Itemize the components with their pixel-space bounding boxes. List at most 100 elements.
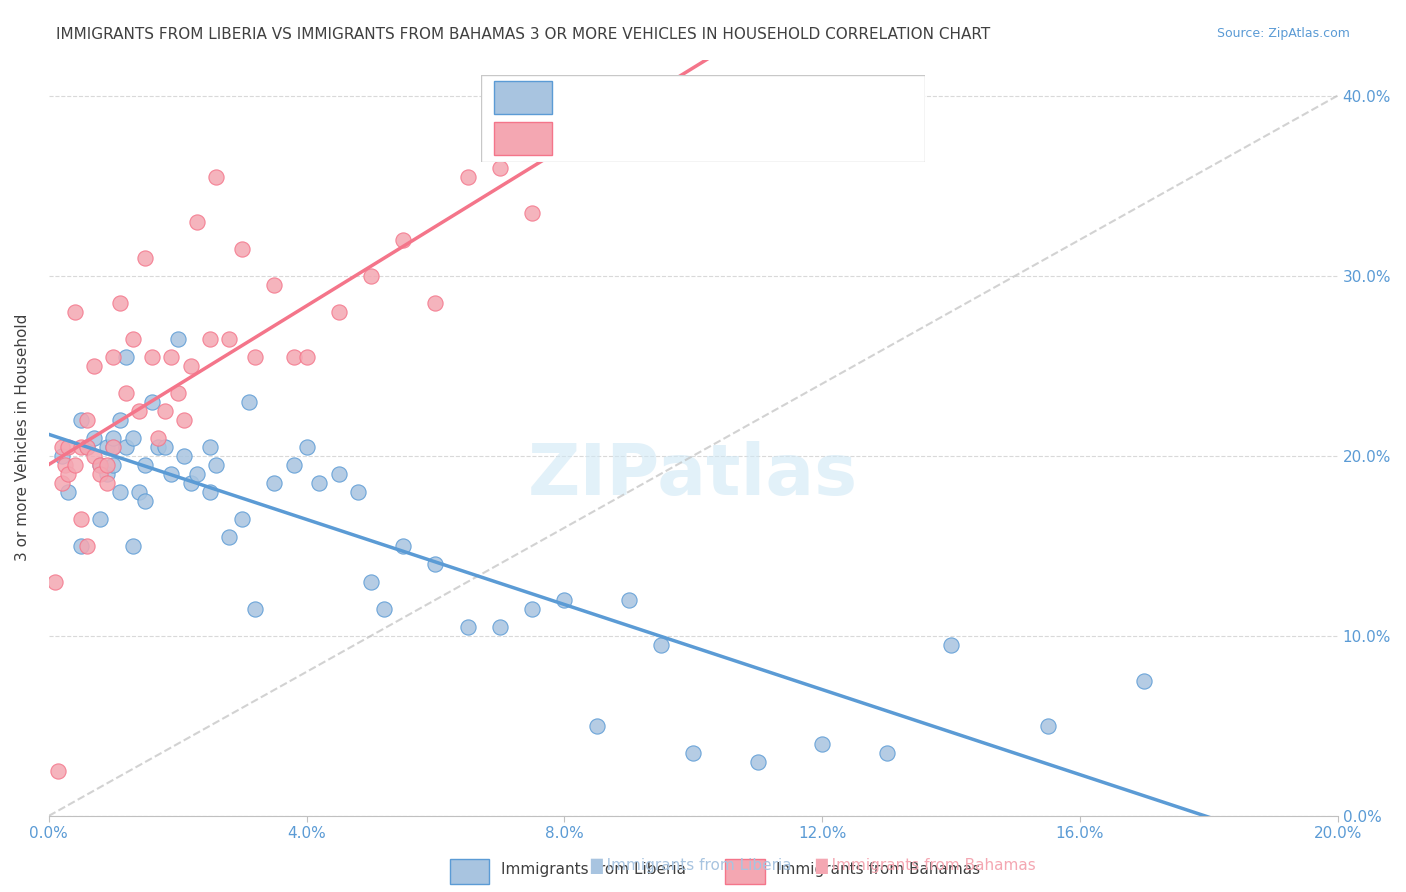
Point — [76, 440, 98, 454]
Point — [347, 484, 370, 499]
Point — [53, 458, 76, 472]
Point — [1036, 719, 1059, 733]
Text: IMMIGRANTS FROM LIBERIA VS IMMIGRANTS FROM BAHAMAS 3 OR MORE VEHICLES IN HOUSEHO: IMMIGRANTS FROM LIBERIA VS IMMIGRANTS FR… — [56, 27, 990, 42]
Point — [121, 431, 143, 445]
Point — [96, 467, 118, 481]
Point — [617, 115, 640, 129]
Point — [89, 458, 111, 472]
Point — [134, 458, 156, 472]
Point — [425, 295, 447, 310]
Point — [263, 475, 285, 490]
Point — [243, 350, 266, 364]
Point — [128, 403, 150, 417]
Text: ZIPatlas: ZIPatlas — [529, 441, 858, 510]
Point — [63, 458, 86, 472]
Point — [70, 512, 93, 526]
Point — [134, 493, 156, 508]
Point — [103, 440, 125, 454]
Point — [489, 620, 512, 634]
Point — [89, 512, 111, 526]
Point — [121, 539, 143, 553]
Point — [218, 332, 240, 346]
Point — [44, 574, 66, 589]
Point — [283, 350, 305, 364]
Point — [51, 440, 73, 454]
Point — [553, 592, 575, 607]
Point — [83, 431, 105, 445]
Point — [48, 764, 70, 778]
Text: Source: ZipAtlas.com: Source: ZipAtlas.com — [1216, 27, 1350, 40]
Point — [148, 431, 170, 445]
Point — [173, 413, 195, 427]
Point — [328, 467, 350, 481]
Point — [650, 638, 672, 652]
Point — [360, 574, 382, 589]
Point — [373, 602, 395, 616]
Point — [166, 332, 188, 346]
Point — [76, 440, 98, 454]
Point — [283, 458, 305, 472]
Point — [617, 592, 640, 607]
Point — [148, 440, 170, 454]
Point — [115, 350, 138, 364]
Point — [96, 458, 118, 472]
Point — [128, 484, 150, 499]
Point — [70, 440, 93, 454]
Point — [231, 512, 253, 526]
Point — [108, 295, 131, 310]
Y-axis label: 3 or more Vehicles in Household: 3 or more Vehicles in Household — [15, 314, 30, 561]
Point — [180, 475, 202, 490]
Point — [231, 242, 253, 256]
Point — [115, 385, 138, 400]
Text: █ Immigrants from Bahamas: █ Immigrants from Bahamas — [815, 858, 1036, 873]
Text: Immigrants from Bahamas: Immigrants from Bahamas — [776, 863, 980, 877]
Point — [308, 475, 330, 490]
Point — [103, 431, 125, 445]
Point — [243, 602, 266, 616]
Point — [186, 215, 208, 229]
Point — [115, 440, 138, 454]
Point — [360, 268, 382, 283]
Point — [70, 539, 93, 553]
Point — [108, 413, 131, 427]
Point — [457, 620, 479, 634]
Point — [160, 350, 183, 364]
Point — [56, 484, 79, 499]
Text: █ Immigrants from Liberia: █ Immigrants from Liberia — [591, 858, 792, 873]
Point — [425, 557, 447, 571]
Point — [939, 638, 962, 652]
Point — [198, 440, 221, 454]
Point — [238, 394, 260, 409]
Point — [1133, 673, 1156, 688]
Point — [89, 458, 111, 472]
Point — [520, 205, 543, 219]
Point — [392, 539, 415, 553]
Point — [70, 413, 93, 427]
Point — [489, 161, 512, 175]
Point — [811, 737, 834, 751]
Point — [134, 251, 156, 265]
Point — [76, 539, 98, 553]
Point — [585, 719, 607, 733]
Point — [103, 458, 125, 472]
Point — [186, 467, 208, 481]
Point — [553, 143, 575, 157]
Point — [51, 449, 73, 463]
Point — [51, 475, 73, 490]
Point — [198, 484, 221, 499]
Point — [328, 304, 350, 318]
Point — [263, 277, 285, 292]
Point — [173, 449, 195, 463]
Point — [166, 385, 188, 400]
Point — [103, 350, 125, 364]
Point — [747, 755, 769, 769]
Point — [180, 359, 202, 373]
Point — [876, 746, 898, 760]
Point — [141, 394, 163, 409]
Point — [205, 169, 228, 184]
FancyBboxPatch shape — [450, 859, 489, 884]
Point — [121, 332, 143, 346]
Point — [153, 440, 176, 454]
Point — [103, 440, 125, 454]
Point — [392, 233, 415, 247]
